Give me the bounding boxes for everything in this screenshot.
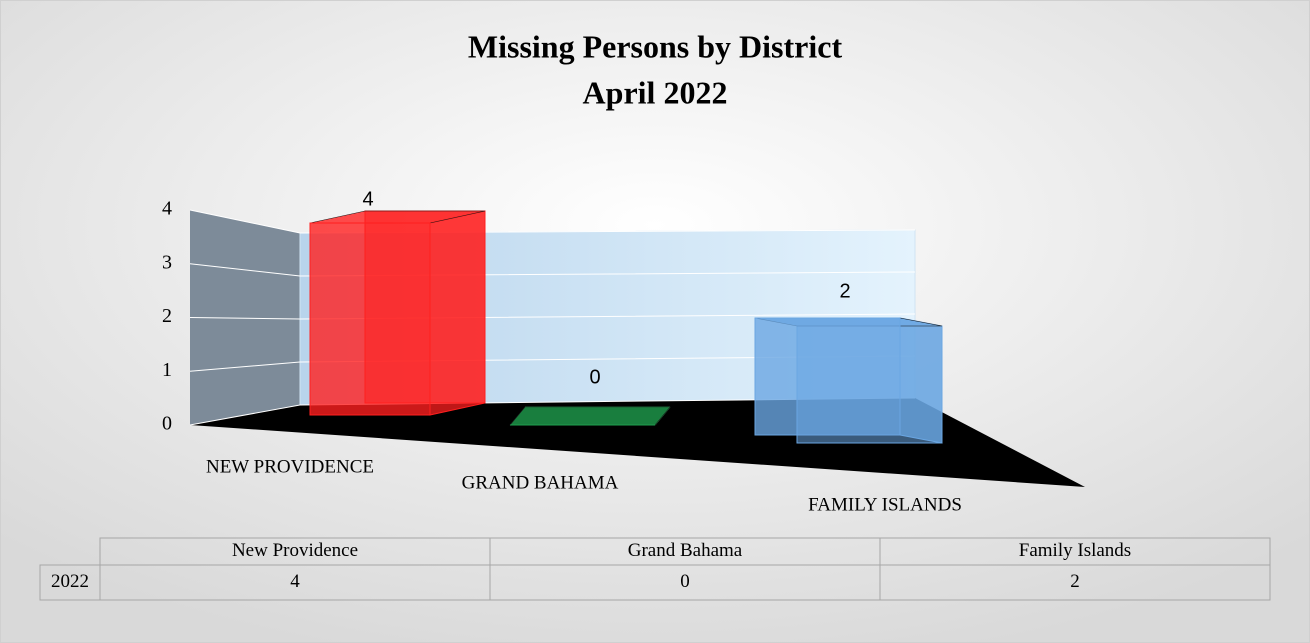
x-tick-label: GRAND BAHAMA [462, 472, 619, 493]
data-label: 2 [839, 280, 850, 302]
table-value-cell: 2 [1070, 571, 1080, 592]
bar-top [509, 406, 671, 426]
table-value-cell: 4 [290, 571, 300, 592]
chart-subtitle: April 2022 [583, 74, 728, 110]
data-label: 0 [589, 366, 600, 388]
left-wall [190, 210, 300, 425]
grid-line [189, 263, 916, 277]
table-header-cell: New Providence [232, 540, 358, 561]
table-data-row [39, 564, 1271, 601]
bar-side [429, 210, 486, 416]
y-tick-label: 4 [162, 198, 172, 220]
grid-line [189, 313, 916, 320]
grid-line [189, 355, 916, 372]
grid-line [189, 209, 916, 234]
table-value-cell: 0 [680, 571, 690, 592]
bar [309, 222, 431, 416]
table-row-label: 2022 [51, 571, 89, 592]
table-header-cell: Family Islands [1019, 540, 1131, 561]
x-tick-label: NEW PROVIDENCE [206, 456, 374, 477]
y-tick-label: 1 [162, 359, 172, 381]
table-header-cell: Grand Bahama [628, 540, 743, 561]
chart-title: Missing Persons by District [468, 28, 843, 64]
y-tick-label: 3 [162, 251, 172, 273]
bar [754, 317, 901, 436]
bar-side [899, 317, 943, 444]
y-tick-label: 2 [162, 305, 172, 327]
grid-line [189, 397, 916, 426]
y-tick-label: 0 [162, 413, 172, 435]
data-label: 4 [362, 188, 373, 210]
x-tick-label: FAMILY ISLANDS [808, 494, 962, 515]
